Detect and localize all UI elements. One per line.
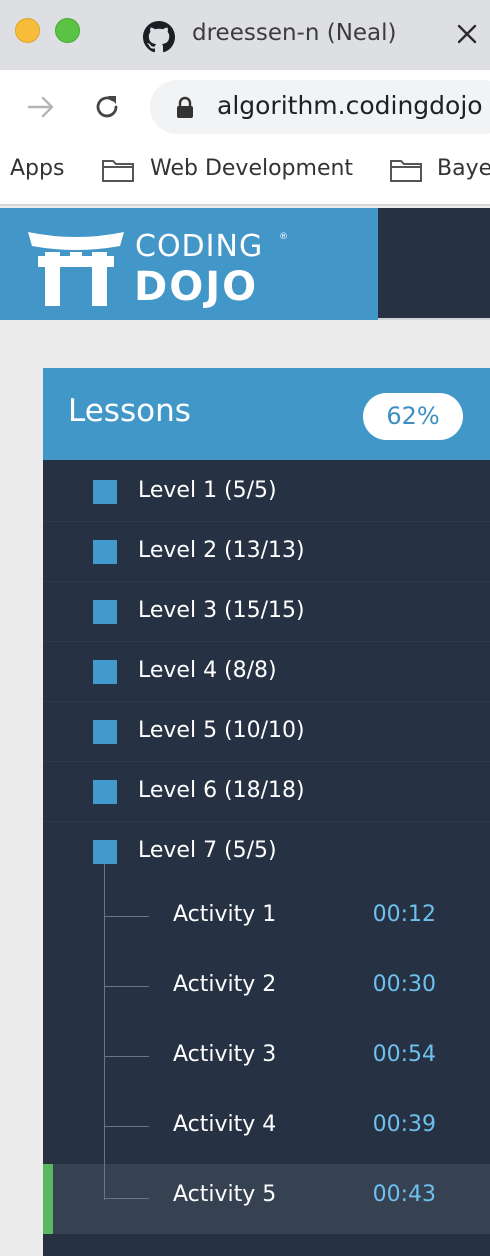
level-row-4[interactable] (43, 642, 490, 702)
forward-arrow-icon[interactable] (26, 92, 56, 122)
logo-text-coding: CODING (135, 229, 264, 264)
level-label[interactable]: Level 7 (5/5) (138, 838, 277, 863)
level-complete-square-icon (93, 780, 117, 804)
activity-time: 00:12 (372, 902, 436, 927)
activity-time: 00:39 (372, 1112, 436, 1137)
lock-icon[interactable] (176, 96, 194, 118)
activity-time: 00:54 (372, 1042, 436, 1067)
activity-row-active[interactable] (43, 1164, 490, 1234)
bookmark-apps[interactable]: Apps (10, 156, 65, 181)
level-row-2[interactable] (43, 522, 490, 582)
level-complete-square-icon (93, 660, 117, 684)
level-label[interactable]: Level 1 (5/5) (138, 478, 277, 503)
close-tab-icon[interactable] (455, 22, 479, 46)
level-row-5[interactable] (43, 702, 490, 762)
activity-label[interactable]: Activity 4 (173, 1112, 277, 1137)
level-complete-square-icon (93, 840, 117, 864)
logo-registered-mark: ® (279, 232, 288, 242)
level-label[interactable]: Level 3 (15/15) (138, 598, 305, 623)
activity-label[interactable]: Activity 2 (173, 972, 277, 997)
tree-branch (105, 986, 149, 987)
level-complete-square-icon (93, 480, 117, 504)
activity-time: 00:43 (372, 1182, 436, 1207)
bookmark-baye[interactable]: Baye (437, 156, 490, 181)
level-row-1[interactable] (43, 462, 490, 522)
browser-tab-bar (0, 0, 490, 70)
tree-branch (105, 1198, 149, 1199)
reload-icon[interactable] (91, 91, 123, 123)
bookmark-web-development[interactable]: Web Development (150, 156, 354, 181)
bookmarks-bar (0, 143, 490, 206)
tree-connector (104, 864, 105, 1200)
activity-label[interactable]: Activity 3 (173, 1042, 277, 1067)
level-label[interactable]: Level 5 (10/10) (138, 718, 305, 743)
level-row-6[interactable] (43, 762, 490, 822)
level-complete-square-icon (93, 540, 117, 564)
minimize-window-button[interactable] (15, 18, 40, 43)
level-complete-square-icon (93, 720, 117, 744)
tree-branch (105, 1126, 149, 1127)
activity-label[interactable]: Activity 1 (173, 902, 277, 927)
folder-icon (102, 160, 134, 182)
tree-branch (105, 916, 149, 917)
address-bar[interactable] (150, 80, 490, 134)
torii-gate-icon (28, 232, 124, 306)
lessons-panel-body (43, 460, 490, 1256)
activity-label[interactable]: Activity 5 (173, 1182, 277, 1207)
level-complete-square-icon (93, 600, 117, 624)
logo-text-dojo: DOJO (134, 264, 259, 310)
maximize-window-button[interactable] (55, 18, 80, 43)
level-label[interactable]: Level 2 (13/13) (138, 538, 305, 563)
lessons-title: Lessons (68, 393, 191, 429)
active-indicator (43, 1164, 53, 1234)
level-row-3[interactable] (43, 582, 490, 642)
tree-branch (105, 1056, 149, 1057)
github-icon (143, 21, 175, 53)
tab-title[interactable]: dreessen-n (Neal) (192, 20, 397, 46)
activity-time: 00:30 (372, 972, 436, 997)
url-text[interactable]: algorithm.codingdojo (217, 91, 483, 120)
folder-icon (390, 160, 422, 182)
level-label[interactable]: Level 6 (18/18) (138, 778, 305, 803)
progress-badge: 62% (363, 393, 463, 440)
level-label[interactable]: Level 4 (8/8) (138, 658, 277, 683)
